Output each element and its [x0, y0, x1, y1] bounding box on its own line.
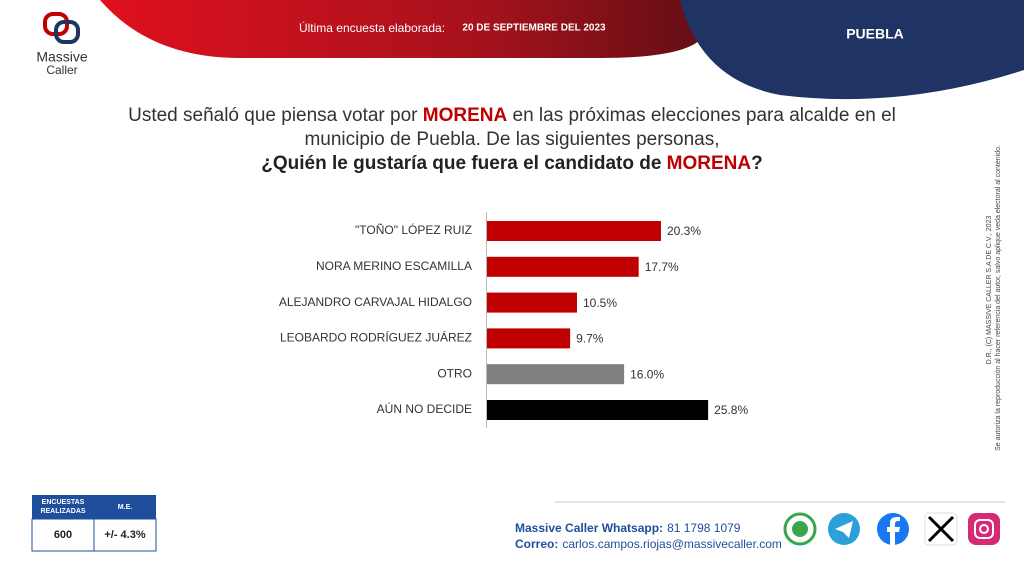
- sample-table: ENCUESTAS REALIZADAS M.E. 600 +/- 4.3%: [31, 495, 157, 552]
- survey-label: Última encuesta elaborada:: [299, 20, 445, 35]
- telegram-glyph: [835, 521, 853, 538]
- value-label: 16.0%: [630, 367, 664, 381]
- value-label: 17.7%: [645, 260, 679, 274]
- table-header-cell: [32, 495, 94, 519]
- contact-label: Massive Caller Whatsapp:: [515, 521, 663, 535]
- logo: Massive Caller: [36, 12, 88, 77]
- copyright: Se autoriza la reproducción al hacer ref…: [995, 145, 1002, 451]
- header-circle: [680, 0, 1024, 100]
- table-header: ENCUESTAS REALIZADAS: [40, 499, 86, 515]
- bar: [487, 292, 577, 313]
- category-label: LEOBARDO RODRÍGUEZ JUÁREZ: [280, 330, 472, 345]
- table-header-cell: [94, 495, 156, 519]
- region: PUEBLA: [846, 26, 904, 42]
- question-text: municipio de Puebla. De las siguientes p…: [304, 129, 719, 150]
- bar: [487, 221, 661, 241]
- question: Usted señaló que piensa votar por MORENA…: [128, 105, 896, 126]
- contact-line: Correo: carlos.campos.riojas@massivecalle…: [515, 537, 782, 551]
- category-label: OTRO: [437, 366, 472, 380]
- instagram-glyph: [974, 519, 994, 539]
- value-label: 20.3%: [667, 224, 701, 238]
- survey-date: 20 DE SEPTIEMBRE DEL 2023: [462, 23, 606, 34]
- category-label: NORA MERINO ESCAMILLA: [316, 259, 472, 273]
- bar: [487, 328, 571, 349]
- category-label: ALEJANDRO CARVAJAL HIDALGO: [279, 295, 472, 309]
- category-label: "TOÑO" LÓPEZ RUIZ: [355, 222, 472, 237]
- logo-text: Massive: [36, 49, 88, 65]
- instagram-icon[interactable]: [968, 513, 1000, 545]
- value-label: 10.5%: [583, 296, 617, 310]
- category-label: AÚN NO DECIDE: [377, 401, 472, 416]
- header-band: [100, 0, 740, 58]
- question: ¿Quién le gustaría que fuera el candidat…: [261, 153, 762, 174]
- value-label: 9.7%: [576, 332, 604, 346]
- question-text: ?: [751, 153, 763, 174]
- logo-shape: [54, 20, 80, 44]
- contact-value: carlos.campos.riojas@massivecaller.com: [562, 537, 782, 551]
- table-header-text: ENCUESTAS REALIZADAS: [40, 499, 86, 515]
- facebook-glyph: [887, 517, 900, 545]
- question-text: Usted señaló que piensa votar por: [128, 105, 423, 126]
- table-header-text: M.E.: [118, 504, 132, 511]
- bar-chart: "TOÑO" LÓPEZ RUIZ 20.3% NORA MERINO ESCAMI…: [279, 212, 748, 428]
- question-party: MORENA: [667, 153, 752, 174]
- contact-line: Massive Caller Whatsapp: 81 1798 1079: [515, 521, 741, 535]
- question-text: en las próximas elecciones para alcalde …: [507, 105, 896, 126]
- bar: [487, 400, 709, 420]
- table-value: 600: [54, 529, 72, 541]
- contact-label: Correo:: [515, 537, 558, 551]
- whatsapp-icon-inner: [792, 521, 808, 537]
- table-value: +/- 4.3%: [104, 529, 145, 541]
- copyright: D.R., (C) MASSIVE CALLER S.A DE C.V., 20…: [986, 216, 993, 365]
- value-label: 25.8%: [714, 403, 748, 417]
- contact-value: 81 1798 1079: [667, 521, 741, 535]
- bar: [487, 364, 625, 385]
- bar: [487, 256, 639, 277]
- question-party: MORENA: [423, 105, 508, 126]
- social-icons: [783, 512, 1000, 546]
- question-text: ¿Quién le gustaría que fuera el candidat…: [261, 153, 666, 174]
- x-glyph: [927, 515, 955, 543]
- instagram-glyph: [979, 524, 989, 534]
- logo-text: Caller: [46, 63, 77, 77]
